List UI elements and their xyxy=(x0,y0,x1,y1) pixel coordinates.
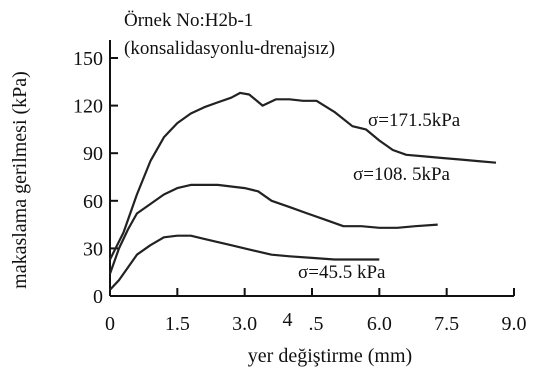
y-tick-label: 120 xyxy=(73,96,103,118)
y-ticks: 0 30 60 90 120 150 xyxy=(73,48,118,308)
series-line-1 xyxy=(109,91,497,260)
y-tick-label: 150 xyxy=(73,48,103,70)
y-tick-label: 0 xyxy=(93,286,103,308)
x-tick-label: 9.0 xyxy=(502,313,527,335)
series-line-2 xyxy=(108,183,438,275)
series-label-1: σ=171.5kPa xyxy=(368,110,461,131)
chart-subtitle: (konsalidasyonlu-drenajsız) xyxy=(124,38,335,59)
series-label-3: σ=45.5 kPa xyxy=(298,262,386,283)
x-tick-label: 3.0 xyxy=(232,313,257,335)
x-ticks: 0 1.5 3.0 4 .5 6.0 7.5 9.0 xyxy=(105,288,527,335)
x-tick-label: 7.5 xyxy=(434,313,459,335)
x-axis-label: yer değiştirme (mm) xyxy=(248,345,412,367)
y-tick-label: 60 xyxy=(83,191,103,213)
x-tick-label: .5 xyxy=(309,313,324,335)
series-label-2: σ=108. 5kPa xyxy=(353,164,451,185)
y-axis-label: makaslama gerilmesi (kPa) xyxy=(9,71,31,289)
y-tick-label: 90 xyxy=(83,143,103,165)
y-tick-label: 30 xyxy=(83,238,103,260)
x-tick-label: 1.5 xyxy=(165,313,190,335)
chart-title: Örnek No:H2b-1 xyxy=(124,10,253,31)
x-tick-label: 4 xyxy=(283,309,293,331)
series-line-3 xyxy=(109,234,380,291)
series-group: σ=171.5kPa σ=108. 5kPa σ=45.5 kPa xyxy=(108,91,497,291)
x-tick-label: 0 xyxy=(105,313,115,335)
x-tick-label: 6.0 xyxy=(367,313,392,335)
